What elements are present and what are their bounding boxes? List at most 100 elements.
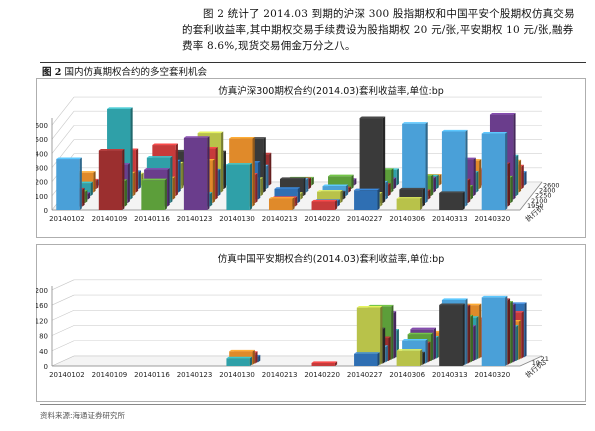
bar-side xyxy=(96,178,99,189)
bar-top xyxy=(399,187,425,190)
bar-side xyxy=(260,177,264,196)
bar-side xyxy=(212,158,215,203)
bar-top xyxy=(98,148,125,151)
bar-side xyxy=(306,178,309,193)
bar-side xyxy=(311,176,314,186)
bar-top xyxy=(489,112,516,115)
bar xyxy=(141,180,165,210)
bar-side xyxy=(468,304,471,364)
bar-side xyxy=(436,174,439,189)
bar-side xyxy=(465,298,468,365)
bar-side xyxy=(164,178,167,210)
bar-side xyxy=(79,157,82,210)
x-tick-label: 20140102 xyxy=(49,215,85,223)
bar-side xyxy=(420,349,423,366)
x-tick-label: 20140130 xyxy=(219,215,255,223)
x-tick-label: 20140213 xyxy=(262,215,298,223)
x-tick-label: 20140313 xyxy=(432,371,468,379)
bar-top xyxy=(152,143,178,146)
bar-side xyxy=(462,191,465,210)
bar-side xyxy=(124,179,128,207)
gridline-side xyxy=(51,111,75,140)
bar-side xyxy=(468,178,471,203)
bar-side xyxy=(518,320,522,360)
bar xyxy=(311,201,335,210)
bar-side xyxy=(473,325,476,361)
bar-top xyxy=(56,157,82,160)
depth-tick-label: 1950 xyxy=(527,202,544,210)
chart-title: 仿真沪深300期权合约(2014.03)套利收益率,单位:bp xyxy=(218,85,444,97)
depth-tick-label: 2250 xyxy=(535,192,552,200)
bar-side xyxy=(391,304,394,360)
bar-top xyxy=(226,163,253,165)
bar xyxy=(311,362,335,366)
y-tick-label: 300 xyxy=(36,165,48,173)
bar xyxy=(396,198,421,210)
bar-side xyxy=(388,336,391,361)
bar-side xyxy=(295,196,298,207)
y-tick-label: 100 xyxy=(36,193,48,201)
bar-side xyxy=(439,173,442,186)
bar-side xyxy=(138,170,141,189)
bar-side xyxy=(436,335,439,359)
bar xyxy=(396,350,421,366)
bar-side xyxy=(385,345,388,363)
bar-top xyxy=(439,303,465,306)
bar xyxy=(268,198,293,210)
bar-top xyxy=(481,131,508,134)
bar xyxy=(439,305,463,366)
gridline-side xyxy=(51,310,75,321)
depth-axis xyxy=(519,355,543,367)
bar-top xyxy=(402,339,428,341)
bar-top xyxy=(311,199,338,202)
bar-side xyxy=(249,163,253,210)
bar-side xyxy=(340,190,343,203)
x-tick-label: 20140220 xyxy=(304,371,340,379)
figure-label: 图 2 国内仿真期权合约的多空套利机会 xyxy=(42,64,207,78)
depth-tick-label: 19.5 xyxy=(532,359,546,367)
bar-side xyxy=(181,161,184,189)
figure-rule xyxy=(40,62,586,63)
bar-top xyxy=(407,332,434,335)
bar-side xyxy=(385,180,388,200)
bar-side xyxy=(258,161,261,200)
x-tick-label: 20140109 xyxy=(92,215,128,223)
bar-side xyxy=(521,311,524,359)
figure-number: 图 2 xyxy=(42,67,62,78)
bar-side xyxy=(521,164,524,189)
x-tick-label: 20140320 xyxy=(475,371,511,379)
bar-side xyxy=(377,188,380,210)
depth-tick-label: 2100 xyxy=(531,197,548,205)
bar-side xyxy=(223,150,226,189)
bar-side xyxy=(255,351,258,364)
bar-side xyxy=(221,131,224,193)
gridline-side xyxy=(51,294,75,306)
y-tick-label: 600 xyxy=(36,122,48,130)
bar-side xyxy=(510,175,513,203)
bar-top xyxy=(197,131,224,134)
bar-side xyxy=(420,197,423,210)
bar-side xyxy=(215,146,218,200)
bar-side xyxy=(297,187,301,203)
x-tick-label: 20140320 xyxy=(475,215,511,223)
y-tick-label: 80 xyxy=(39,333,48,341)
bar xyxy=(441,131,466,207)
bar-side xyxy=(382,327,386,364)
bar-side xyxy=(428,189,431,200)
chart-panel-csi300: 仿真沪深300期权合约(2014.03)套利收益率,单位:bp 0 100 200 30… xyxy=(36,78,586,238)
bar-side xyxy=(518,159,522,193)
figure-caption: 国内仿真期权合约的多空套利机会 xyxy=(64,67,207,78)
bar xyxy=(226,164,250,210)
bar-side xyxy=(127,163,130,203)
bar-side xyxy=(396,168,399,186)
bar-side xyxy=(252,349,255,365)
bar-top xyxy=(396,349,423,351)
bottom-rule xyxy=(40,404,586,405)
bar xyxy=(317,191,341,203)
bar-top xyxy=(274,187,301,189)
bar-side xyxy=(428,341,431,363)
bar-side xyxy=(470,314,474,363)
bar-side xyxy=(516,154,519,196)
bar-side xyxy=(431,174,434,196)
gridline-side xyxy=(51,325,75,336)
